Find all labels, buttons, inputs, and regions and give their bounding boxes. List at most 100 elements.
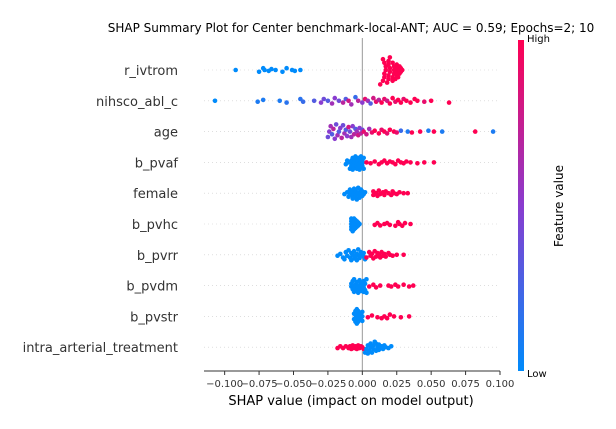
shap-point <box>428 98 434 104</box>
x-tick-label: −0.100 <box>206 379 243 390</box>
shap-point <box>357 221 362 227</box>
shap-point <box>325 134 331 140</box>
shap-point <box>233 67 238 73</box>
colorbar-high-label: High <box>527 34 550 45</box>
shap-point <box>369 313 375 318</box>
shap-point <box>404 98 409 104</box>
shap-point <box>337 251 343 257</box>
colorbar-title: Feature value <box>552 165 566 247</box>
shap-point <box>346 124 351 130</box>
shap-point <box>386 62 391 67</box>
shap-point <box>361 166 367 171</box>
shap-point <box>388 344 394 349</box>
shap-point <box>361 155 367 161</box>
shap-point <box>280 69 285 75</box>
shap-point <box>393 161 398 167</box>
shap-point <box>387 222 393 228</box>
x-tick-label: 0.050 <box>417 379 446 390</box>
shap-point <box>256 69 262 75</box>
shap-point <box>318 100 324 105</box>
shap-point <box>373 285 379 290</box>
shap-point <box>415 98 420 104</box>
shap-point <box>421 160 427 165</box>
shap-point <box>335 132 340 138</box>
feature-label: female <box>133 187 178 202</box>
shap-point <box>331 126 336 132</box>
shap-point <box>262 67 267 73</box>
shap-point <box>360 309 365 315</box>
shap-point <box>405 129 411 134</box>
shap-point <box>346 160 351 165</box>
feature-label: b_pvstr <box>130 310 179 325</box>
shap-point <box>375 315 380 320</box>
shap-point <box>384 315 390 321</box>
shap-point <box>349 102 354 107</box>
shap-point <box>395 74 401 80</box>
shap-point <box>298 67 303 73</box>
shap-point <box>362 281 368 287</box>
shap-point <box>364 160 369 165</box>
shap-point <box>354 129 360 134</box>
shap-point <box>321 96 327 102</box>
feature-gridlines <box>204 69 500 348</box>
x-tick-label: 0.000 <box>348 379 377 390</box>
shap-point <box>366 284 372 289</box>
shap-points <box>212 55 496 356</box>
shap-point <box>386 58 391 64</box>
x-tick-label: −0.025 <box>309 379 346 390</box>
shap-point <box>398 315 404 320</box>
shap-point <box>379 100 384 105</box>
shap-point <box>353 94 358 100</box>
shap-point <box>380 78 386 84</box>
shap-point <box>362 190 368 195</box>
feature-label: b_pvdm <box>126 280 178 295</box>
shap-point <box>408 221 413 227</box>
shap-point <box>368 161 373 166</box>
shap-point <box>426 128 431 133</box>
shap-point <box>390 60 395 66</box>
shap-point <box>417 129 423 134</box>
shap-point <box>390 95 395 101</box>
shap-point <box>386 76 391 82</box>
shap-point <box>332 95 338 101</box>
shap-point <box>376 188 382 193</box>
shap-point <box>431 160 437 165</box>
feature-label: intra_arterial_treatment <box>23 341 178 356</box>
shap-point <box>398 100 404 105</box>
shap-point <box>300 99 306 104</box>
shap-point <box>395 284 401 289</box>
x-axis-label: SHAP value (impact on model output) <box>228 394 473 409</box>
shap-point <box>415 161 420 166</box>
shap-point <box>339 135 344 141</box>
shap-point <box>387 65 393 71</box>
shap-point <box>212 98 218 104</box>
shap-point <box>372 159 378 164</box>
shap-point <box>393 223 398 229</box>
feature-label: r_ivtrom <box>124 64 178 79</box>
shap-point <box>333 122 339 127</box>
feature-label: age <box>154 126 178 141</box>
shap-point <box>446 100 452 105</box>
shap-point <box>342 257 347 262</box>
shap-point <box>355 98 361 104</box>
shap-point <box>405 190 411 196</box>
shap-point <box>340 123 346 128</box>
shap-point <box>377 223 383 228</box>
shap-point <box>360 318 365 324</box>
shap-point <box>332 136 338 142</box>
shap-point <box>382 60 387 66</box>
shap-point <box>408 100 413 105</box>
shap-point <box>269 66 274 72</box>
shap-point <box>340 100 346 105</box>
shap-point <box>401 252 406 258</box>
shap-point <box>384 131 390 136</box>
chart-title: SHAP Summary Plot for Center benchmark-l… <box>108 21 595 35</box>
shap-point <box>394 130 400 135</box>
shap-point <box>406 314 412 319</box>
shap-point <box>329 101 335 106</box>
shap-point <box>329 132 335 137</box>
shap-point <box>387 55 393 60</box>
shap-point <box>398 128 404 133</box>
